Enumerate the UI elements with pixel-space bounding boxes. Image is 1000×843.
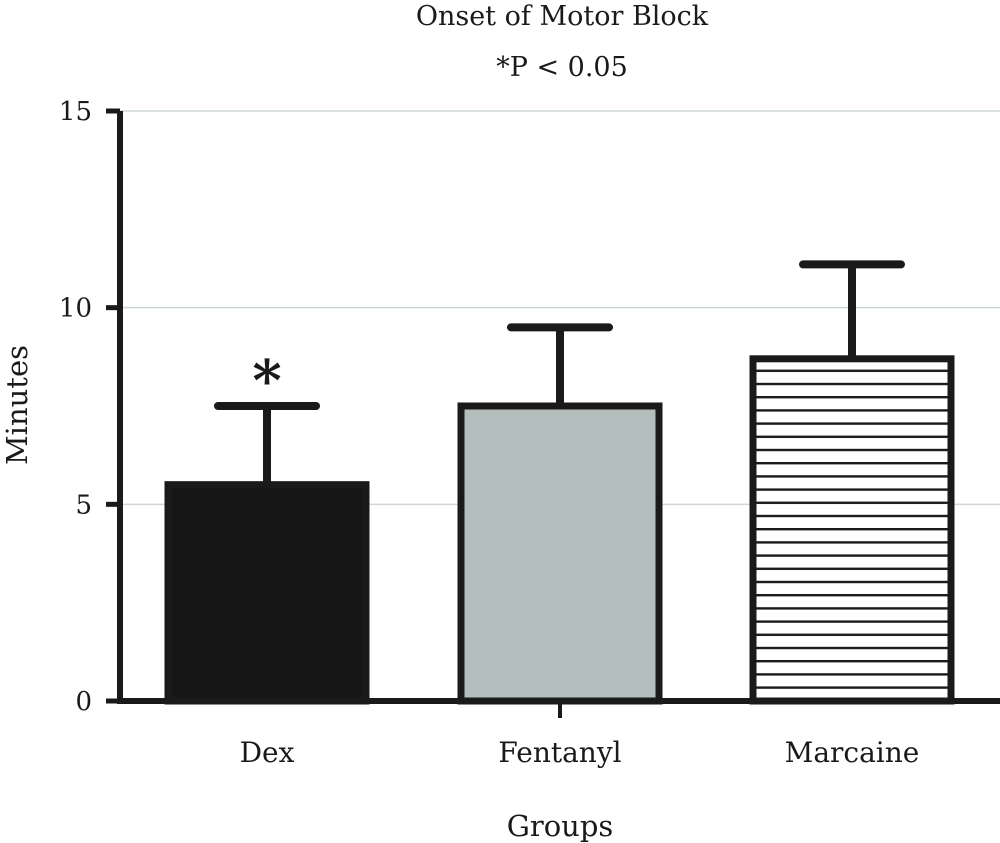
axes: 0 5 10 15 [59,97,1000,718]
category-label-2: Marcaine [785,736,920,769]
x-axis-label: Groups [507,809,614,843]
y-tick-label-2: 10 [59,294,92,324]
bar-marcaine [749,355,955,705]
chart-subtitle: *P < 0.05 [496,52,628,83]
y-tick-label-0: 0 [75,687,92,717]
y-tick-label-3: 15 [59,97,92,127]
bar-dex [164,481,370,705]
bar-fentanyl [457,402,663,705]
significance-star: * [252,348,281,414]
y-axis-label: Minutes [0,345,34,465]
chart-title: Onset of Motor Block [416,1,709,32]
bars: Dex Fentanyl Marcaine * [164,260,955,769]
y-tick-label-1: 5 [75,490,92,520]
category-label-1: Fentanyl [498,736,621,769]
category-label-0: Dex [240,736,295,769]
chart-text: Onset of Motor Block *P < 0.05 Minutes G… [0,1,709,843]
